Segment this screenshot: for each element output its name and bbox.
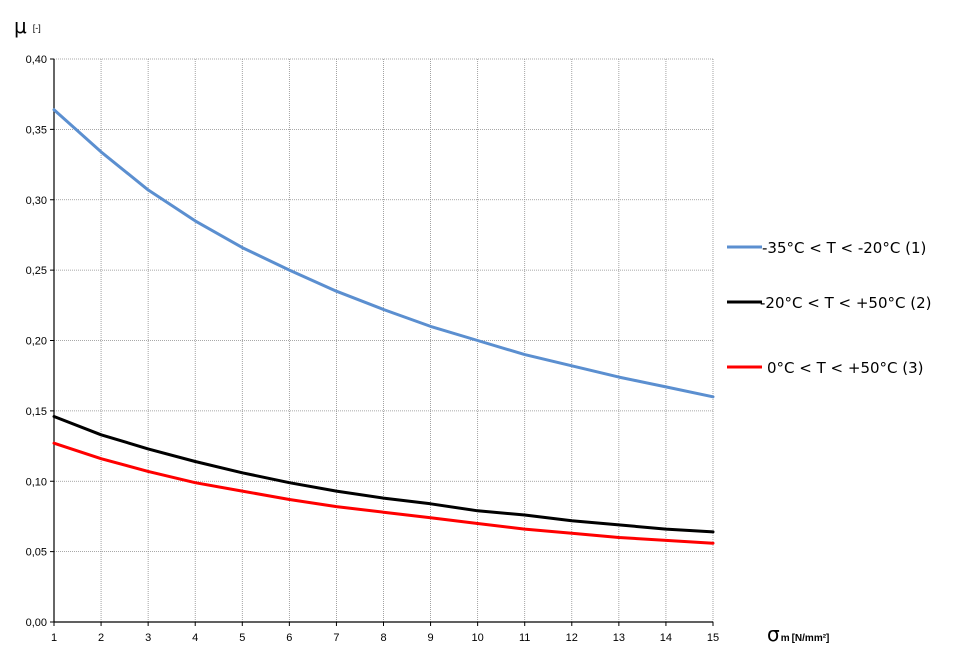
x-axis-unit: [N/mm²] (792, 633, 830, 644)
x-tick-label: 1 (51, 632, 57, 644)
legend-label: -20°C < T < +50°C (2) (760, 294, 932, 312)
y-axis-unit: [-] (33, 23, 41, 33)
x-tick-label: 10 (472, 632, 484, 644)
legend: -35°C < T < -20°C (1) -20°C < T < +50°C (… (727, 239, 932, 377)
x-tick-label: 6 (286, 632, 292, 644)
y-tick-label: 0,10 (26, 476, 47, 488)
x-tick-labels: 1 2 3 4 5 6 7 8 9 10 11 12 13 14 15 (51, 632, 719, 644)
series-line-2 (52, 415, 715, 534)
x-tick-label: 3 (145, 632, 151, 644)
y-tick-label: 0,15 (26, 406, 47, 418)
legend-item-1: -35°C < T < -20°C (1) (727, 239, 926, 257)
x-tick-label: 5 (239, 632, 245, 644)
axes (50, 58, 714, 626)
y-tick-label: 0,30 (26, 195, 47, 207)
y-tick-label: 0,35 (26, 124, 47, 136)
series-line-1 (52, 108, 715, 399)
legend-item-3: 0°C < T < +50°C (3) (727, 359, 924, 377)
x-tick-label: 13 (613, 632, 625, 644)
x-axis-symbol: σ (767, 622, 780, 646)
x-tick-label: 11 (519, 632, 530, 644)
series-line-3 (52, 441, 715, 545)
x-tick-label: 2 (98, 632, 104, 644)
x-axis-subscript: m (781, 633, 790, 644)
y-tick-labels: 0,00 0,05 0,10 0,15 0,20 0,25 0,30 0,35 0,40 (26, 54, 47, 629)
y-tick-label: 0,05 (26, 547, 47, 559)
y-tick-label: 0,25 (26, 265, 47, 277)
x-tick-label: 15 (707, 632, 719, 644)
y-tick-label: 0,40 (26, 54, 47, 66)
x-tick-label: 4 (192, 632, 198, 644)
x-tick-label: 12 (566, 632, 578, 644)
y-axis-label: μ [-] (14, 14, 41, 38)
legend-label: -35°C < T < -20°C (1) (762, 239, 926, 257)
x-tick-label: 14 (660, 632, 672, 644)
x-tick-label: 9 (428, 632, 434, 644)
legend-label: 0°C < T < +50°C (3) (767, 359, 924, 377)
x-axis-label: σm [N/mm²] (767, 622, 829, 646)
y-tick-label: 0,20 (26, 336, 47, 348)
series-lines (52, 108, 715, 545)
x-tick-label: 7 (333, 632, 339, 644)
x-tick-label: 8 (380, 632, 386, 644)
y-tick-label: 0,00 (26, 617, 47, 629)
y-axis-symbol: μ (14, 14, 27, 38)
legend-item-2: -20°C < T < +50°C (2) (727, 294, 932, 312)
